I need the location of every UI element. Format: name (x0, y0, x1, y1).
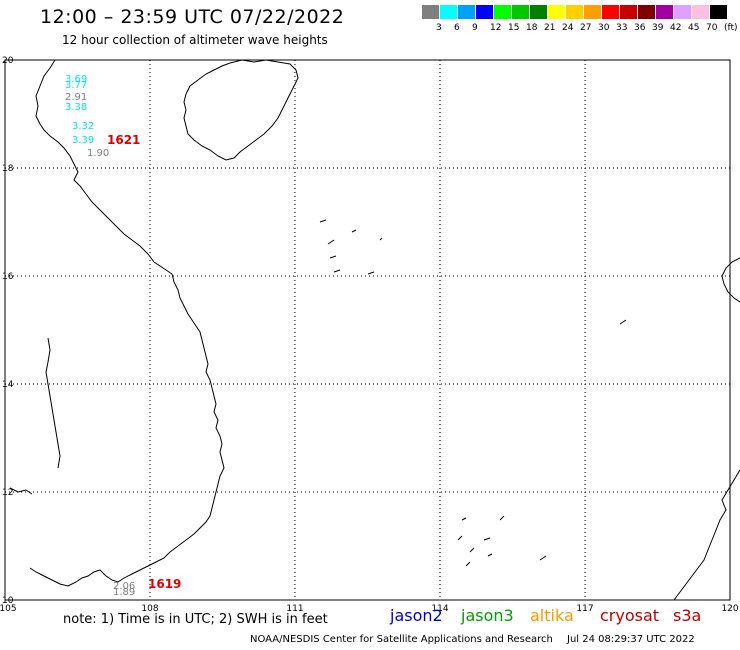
coastline-gulf-of-thailand-shore (45, 337, 61, 469)
lat-label: 10 (2, 596, 14, 606)
coastline-philippines-south (673, 469, 740, 601)
color-swatch (656, 5, 673, 19)
satellite-legend-cryosat: cryosat (600, 606, 660, 625)
coastline-philippines-north (721, 257, 740, 303)
swh-observation-label: 1.90 (87, 148, 109, 159)
color-swatch (638, 5, 655, 19)
color-scale-label: 45 (688, 23, 700, 33)
track-id-label: 1619 (148, 577, 181, 591)
satellite-legend-altika: altika (530, 606, 574, 625)
color-scale-unit: (ft) (724, 23, 738, 33)
color-swatch (494, 5, 511, 19)
lat-label: 18 (2, 164, 14, 174)
swh-observation-label: 3.32 (72, 121, 94, 132)
color-scale-label: 15 (508, 23, 520, 33)
satellite-legend-s3a: s3a (673, 606, 702, 625)
coastline-vietnam (35, 59, 225, 583)
swh-observation-label: 3.69 (65, 74, 87, 85)
swh-observation-label: 3.77 (65, 80, 87, 91)
coastline-cambodia-west (9, 487, 33, 495)
color-swatch (674, 5, 691, 19)
color-swatch (710, 5, 727, 19)
lon-label: 114 (431, 604, 448, 614)
coastline-spratly-islands (457, 319, 627, 567)
color-swatch (548, 5, 565, 19)
lon-label: 111 (286, 604, 303, 614)
color-scale-label: 36 (634, 23, 646, 33)
swh-observation-label: 1.89 (113, 587, 135, 598)
color-swatch (602, 5, 619, 19)
color-scale-label: 9 (472, 23, 478, 33)
lat-label: 20 (2, 56, 14, 66)
color-swatch (620, 5, 637, 19)
footer-note: note: 1) Time is in UTC; 2) SWH is in fe… (63, 612, 328, 627)
lat-label: 12 (2, 488, 13, 498)
color-scale-label: 33 (616, 23, 628, 33)
altimeter-observation-labels: 3.693.772.913.38 3.32 3.39 1.90 2.061.89 (65, 74, 135, 598)
color-swatch (440, 5, 457, 19)
coastline-paracel-islands (319, 219, 383, 275)
lat-lon-grid (5, 60, 730, 600)
lat-label: 16 (2, 272, 14, 282)
track-id-label: 1621 (107, 133, 140, 147)
satellite-legend-jason3: jason3 (461, 606, 514, 625)
color-scale-label: 70 (706, 23, 718, 33)
swh-observation-label: 3.39 (72, 135, 94, 146)
lon-label: 120 (721, 604, 738, 614)
footer-credit: NOAA/NESDIS Center for Satellite Applica… (250, 634, 553, 645)
latitude-tick-labels: 20 18 16 14 12 10 (2, 56, 14, 606)
map-title: 12:00 – 23:59 UTC 07/22/2022 (40, 6, 345, 28)
color-swatch (512, 5, 529, 19)
lon-label: 117 (576, 604, 593, 614)
color-swatch (692, 5, 709, 19)
color-scale-label: 24 (562, 23, 574, 33)
map-subtitle: 12 hour collection of altimeter wave hei… (62, 33, 328, 47)
color-swatch (476, 5, 493, 19)
lon-label: 108 (141, 604, 158, 614)
color-scale-label: 42 (670, 23, 682, 33)
coastlines (9, 59, 740, 601)
color-scale-label: 39 (652, 23, 664, 33)
lat-label: 14 (2, 380, 14, 390)
swh-observation-label: 2.06 (113, 581, 135, 592)
swh-observation-label: 2.91 (65, 92, 87, 103)
color-scale-label: 6 (454, 23, 460, 33)
color-scale-label: 12 (490, 23, 502, 33)
color-scale-label: 30 (598, 23, 610, 33)
footer-timestamp: Jul 24 08:29:37 UTC 2022 (567, 634, 695, 645)
color-swatch (566, 5, 583, 19)
lon-label: 105 (0, 604, 17, 614)
color-scale-label: 27 (580, 23, 592, 33)
satellite-legend-jason2: jason2 (390, 606, 443, 625)
color-swatch (584, 5, 601, 19)
color-scale-label: 21 (544, 23, 556, 33)
color-swatch (422, 5, 439, 19)
coastline-vietnam-south-tip (29, 567, 113, 587)
color-swatch (458, 5, 475, 19)
color-swatch (530, 5, 547, 19)
satellite-track-labels: 1621 1619 (107, 133, 181, 591)
longitude-tick-labels: 105 108 111 114 117 120 (0, 604, 739, 614)
swh-observation-label: 3.38 (65, 102, 87, 113)
color-scale-label: 3 (436, 23, 442, 33)
color-scale-label: 18 (526, 23, 538, 33)
map-frame (4, 59, 731, 601)
coastline-hainan-island (183, 59, 299, 161)
